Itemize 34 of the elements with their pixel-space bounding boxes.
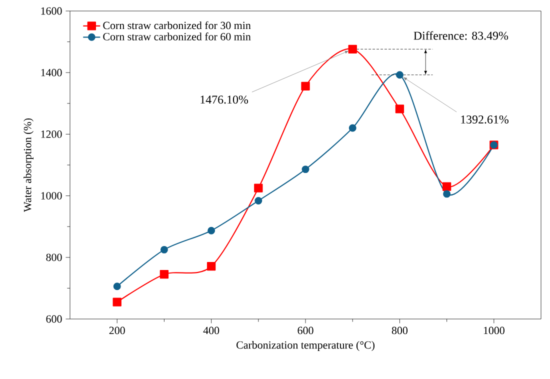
y-axis-title: Water absorption (%) — [24, 118, 34, 212]
point — [160, 246, 168, 254]
y-tick-label: 800 — [46, 254, 62, 262]
point — [113, 282, 121, 290]
point — [254, 196, 262, 204]
x-tick-label: 600 — [298, 326, 314, 334]
point — [301, 82, 310, 90]
point — [302, 166, 310, 174]
point — [395, 104, 404, 114]
point — [348, 124, 356, 132]
x-tick-label: 1000 — [484, 326, 504, 334]
point — [442, 182, 452, 191]
y-tick-label: 1600 — [41, 7, 62, 15]
x-tick-label: 800 — [392, 326, 408, 334]
y-tick-label: 1000 — [41, 192, 62, 200]
point — [160, 270, 169, 279]
legend-label: Corn straw carbonized for 60 min — [103, 32, 251, 40]
point — [208, 226, 216, 234]
x-axis-title: Carbonization temperature (°C) — [236, 341, 374, 351]
point — [112, 298, 122, 306]
point — [443, 190, 451, 198]
x-tick-label: 400 — [203, 326, 220, 334]
annotation: Difference: 83.49% — [414, 31, 508, 40]
y-tick-label: 1400 — [41, 68, 62, 76]
y-tick-label: 600 — [46, 315, 62, 323]
legend-label: Corn straw carbonized for 30 min — [103, 21, 251, 30]
point — [254, 184, 263, 192]
point — [206, 262, 216, 271]
y-tick-label: 1200 — [41, 130, 62, 138]
annotation: 1476.10% — [200, 96, 248, 104]
x-tick-label: 200 — [109, 326, 125, 334]
point — [396, 71, 404, 79]
point — [348, 44, 357, 54]
annotation: 1392.61% — [461, 115, 508, 124]
